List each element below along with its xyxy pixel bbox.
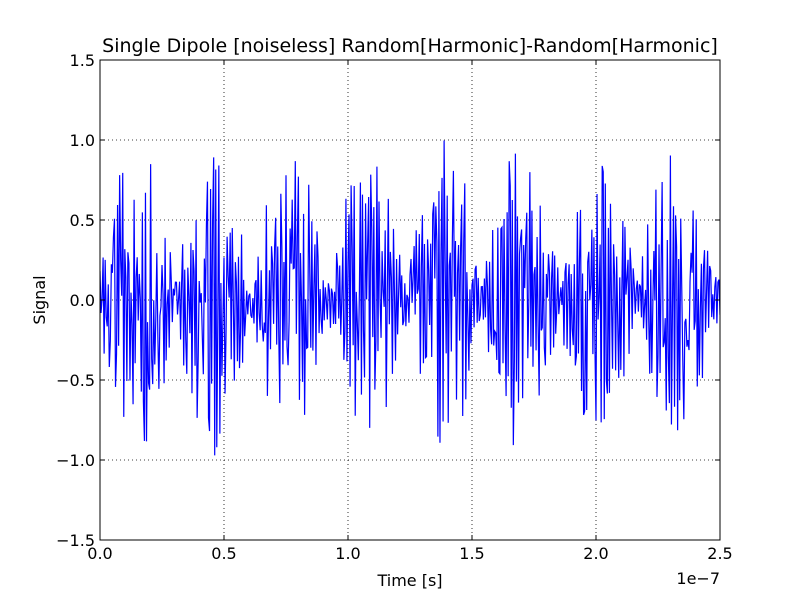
x-tick-label: 0.5: [211, 544, 236, 563]
x-tick-label: 1.0: [335, 544, 360, 563]
x-axis-offset-label: 1e−7: [676, 569, 720, 588]
y-tick-label: −1.5: [56, 531, 95, 550]
series-layer: [100, 140, 720, 456]
chart-title: Single Dipole [noiseless] Random[Harmoni…: [102, 35, 718, 57]
y-tick-label: 1.0: [70, 131, 95, 150]
x-axis-label: Time [s]: [376, 571, 442, 590]
y-tick-label: −0.5: [56, 371, 95, 390]
ticks: 0.0 0.5 1.0 1.5 2.0 2.5 −1.5 −1.0 −0.5 0.0 0.5 1.0 1…: [56, 51, 733, 563]
x-tick-label: 2.0: [583, 544, 608, 563]
y-tick-label: 0.0: [70, 291, 95, 310]
x-tick-label: 1.5: [459, 544, 484, 563]
y-axis-label: Signal: [30, 275, 49, 324]
series-line: [100, 140, 720, 456]
x-tick-label: 2.5: [707, 544, 732, 563]
y-tick-label: 0.5: [70, 211, 95, 230]
y-tick-label: −1.0: [56, 451, 95, 470]
y-tick-label: 1.5: [70, 51, 95, 70]
x-tick-label: 0.0: [87, 544, 112, 563]
